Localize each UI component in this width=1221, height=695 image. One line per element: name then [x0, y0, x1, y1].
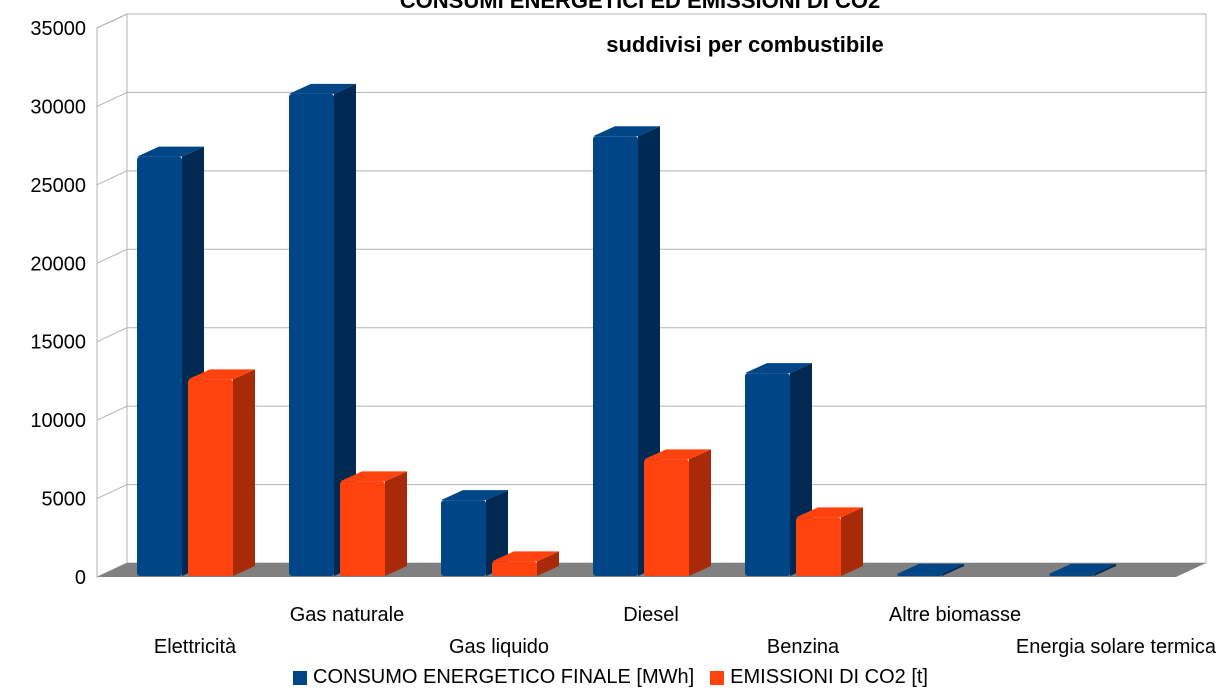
bar-side — [689, 449, 711, 576]
legend-label-emissioni: EMISSIONI DI CO2 [t] — [730, 666, 928, 688]
y-tick-label: 25000 — [30, 175, 86, 197]
y-tick-label: 35000 — [30, 18, 86, 40]
bar-consumo — [745, 363, 812, 576]
bar-front — [289, 93, 334, 576]
bar-consumo — [1049, 563, 1116, 576]
y-tick-label: 20000 — [30, 253, 86, 275]
bar-side — [1094, 563, 1116, 576]
bar-emissioni — [644, 449, 711, 576]
bar-top — [441, 490, 508, 501]
bar-top — [188, 369, 255, 380]
bar-top — [289, 83, 356, 94]
bar-side — [385, 471, 407, 576]
y-tick-label: 10000 — [30, 410, 86, 432]
bar-top — [593, 126, 660, 137]
bar-side — [841, 507, 863, 576]
x-axis-labels: Elettricità Gas naturale Gas liquido Diesel… — [154, 604, 1217, 658]
bar-front — [593, 136, 638, 576]
legend: CONSUMO ENERGETICO FINALE [MWh] EMISSION… — [0, 666, 1221, 689]
gridline-side — [96, 405, 128, 421]
bar-consumo — [897, 563, 964, 576]
bar-front — [644, 459, 689, 576]
gridline-side — [96, 327, 128, 343]
bar-top — [492, 551, 559, 562]
gridline-side — [96, 248, 128, 264]
gridline-side — [96, 13, 128, 29]
bar-top — [137, 146, 204, 157]
legend-swatch-emissioni — [710, 670, 725, 685]
bar-side — [942, 563, 964, 576]
bar-emissioni — [188, 369, 255, 576]
x-tick-label: Gas liquido — [449, 636, 549, 658]
x-tick-label: Diesel — [623, 604, 679, 626]
bar-front — [441, 500, 486, 576]
legend-swatch-consumo — [293, 670, 308, 685]
y-axis-ticks: 0 5000 10000 15000 20000 25000 30000 35000 — [30, 18, 86, 589]
bar-side — [233, 369, 255, 576]
y-tick-label: 15000 — [30, 332, 86, 354]
x-tick-label: Altre biomasse — [889, 604, 1021, 626]
bar-front — [340, 481, 385, 576]
bar-top — [796, 507, 863, 518]
y-tick-label: 30000 — [30, 96, 86, 118]
y-tick-label: 0 — [75, 567, 86, 589]
x-tick-label: Energia solare termica — [1016, 636, 1217, 658]
bar-emissioni — [340, 471, 407, 576]
y-tick-label: 5000 — [42, 489, 87, 511]
bar-side — [334, 83, 356, 576]
bar-front — [188, 379, 233, 576]
bar-front — [897, 573, 942, 576]
gridline-side — [96, 91, 128, 107]
gridline-side — [96, 170, 128, 186]
bar-side — [537, 551, 559, 576]
bars — [137, 83, 1116, 576]
bar-front — [492, 561, 537, 576]
bar-emissioni — [796, 507, 863, 576]
bar-consumo — [289, 83, 356, 576]
bar-top — [1049, 563, 1116, 574]
bar-emissioni — [492, 551, 559, 576]
chart-title: CONSUMI ENERGETICI ED EMISSIONI DI CO2 — [400, 0, 880, 13]
bar-front — [745, 373, 790, 576]
bar-side — [486, 490, 508, 576]
x-tick-label: Benzina — [767, 636, 840, 658]
bar-top — [340, 471, 407, 482]
legend-label-consumo: CONSUMO ENERGETICO FINALE [MWh] — [313, 666, 695, 688]
chart-subtitle: suddivisi per combustibile — [606, 32, 884, 57]
bar-front — [796, 517, 841, 576]
plot-side-wall — [96, 13, 128, 578]
legend-item-emissioni: EMISSIONI DI CO2 [t] — [710, 666, 928, 689]
bar-top — [745, 363, 812, 374]
gridline-side — [96, 484, 128, 500]
x-tick-label: Elettricità — [154, 636, 237, 658]
bar-front — [1049, 573, 1094, 576]
legend-item-consumo: CONSUMO ENERGETICO FINALE [MWh] — [293, 666, 694, 689]
bar-consumo — [441, 490, 508, 576]
bar-top — [897, 563, 964, 574]
bar-front — [137, 156, 182, 576]
x-tick-label: Gas naturale — [290, 604, 405, 626]
bar-top — [644, 449, 711, 460]
